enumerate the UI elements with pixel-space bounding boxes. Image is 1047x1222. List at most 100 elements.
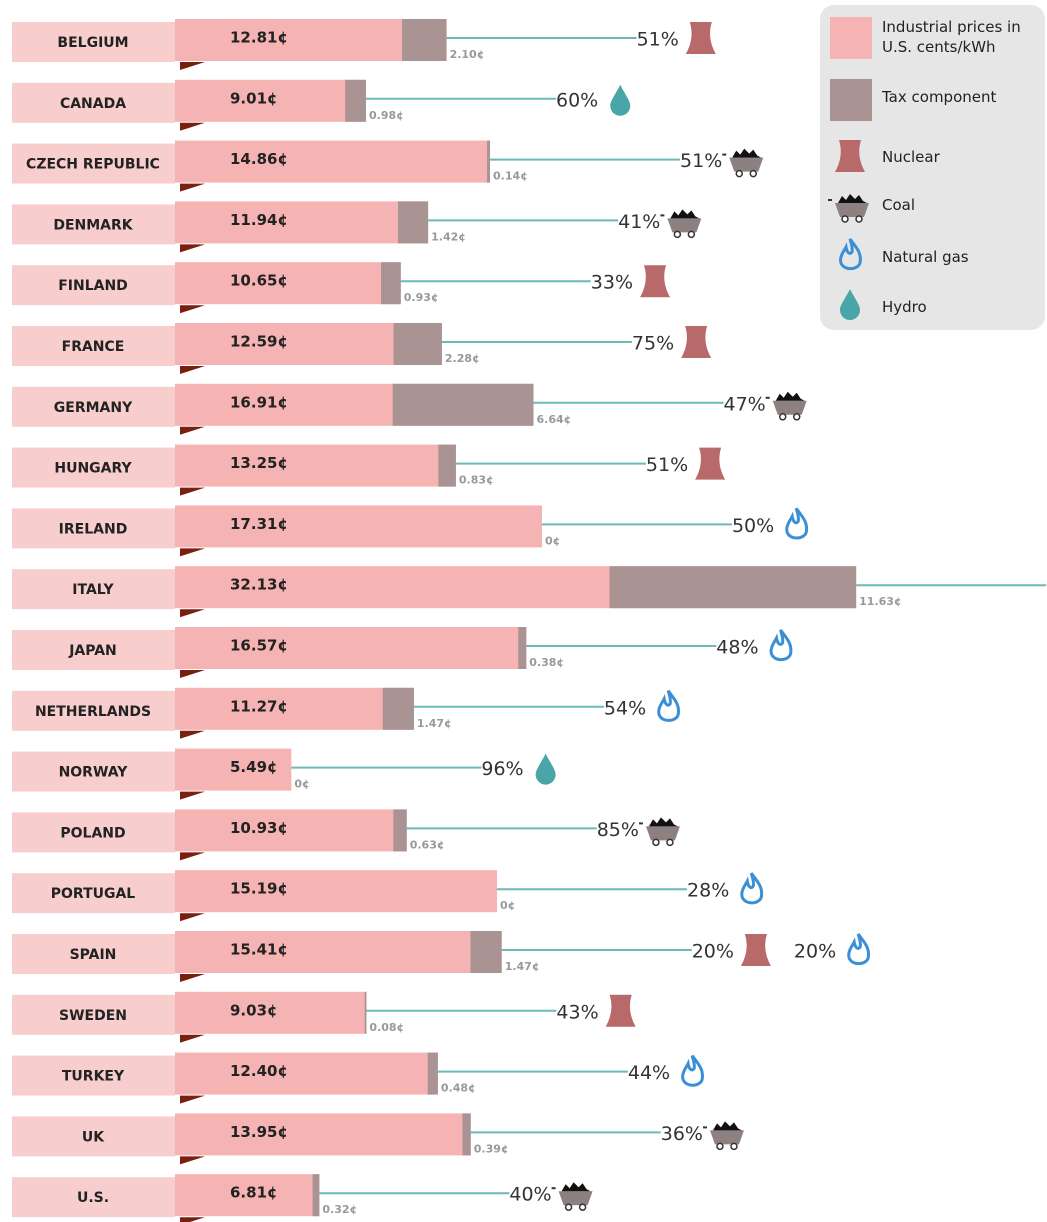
price-label: 12.40¢ — [230, 1062, 288, 1080]
tax-label: 2.10¢ — [450, 48, 485, 61]
category-label: TURKEY — [62, 1069, 125, 1085]
tax-label: 0.83¢ — [459, 474, 494, 487]
category-box — [12, 934, 175, 974]
source-icon — [681, 326, 712, 358]
source-icon — [659, 208, 703, 239]
share-label: 40% — [509, 1184, 551, 1206]
category-box — [12, 508, 175, 549]
category-box — [12, 265, 175, 306]
share-label: 75% — [632, 333, 674, 355]
fold — [180, 366, 205, 374]
legend-label: Natural gas — [882, 248, 969, 266]
legend-icon — [835, 140, 865, 172]
source-icon — [721, 147, 765, 178]
price-label: 12.59¢ — [230, 333, 288, 351]
tax-bar — [393, 809, 407, 852]
fold — [180, 791, 205, 800]
source-icon — [764, 390, 808, 421]
legend-label: Tax component — [882, 88, 997, 106]
category-label: CZECH REPUBLIC — [26, 157, 160, 173]
price-bar — [175, 140, 491, 183]
category-label: UK — [82, 1129, 105, 1145]
fold — [180, 548, 205, 557]
category-label: SPAIN — [70, 947, 117, 963]
share-label: 36% — [661, 1123, 703, 1145]
price-label: 11.94¢ — [230, 211, 288, 229]
price-label: 15.41¢ — [230, 941, 288, 959]
price-bar — [175, 931, 502, 973]
source-icon — [740, 871, 764, 905]
category-label: CANADA — [60, 96, 126, 112]
share-label: 50% — [732, 515, 774, 537]
source-icon — [769, 628, 793, 662]
tax-bar — [392, 383, 534, 426]
price-label: 10.93¢ — [230, 819, 288, 837]
price-label: 12.81¢ — [230, 29, 288, 47]
category-label: PORTUGAL — [51, 886, 136, 902]
fold — [180, 609, 205, 618]
fold — [180, 426, 205, 435]
legend-label: Nuclear — [882, 148, 940, 166]
tax-label: 1.47¢ — [417, 717, 452, 730]
share-label: 51% — [680, 150, 722, 172]
category-label: IRELAND — [59, 521, 128, 537]
tax-bar — [427, 1052, 438, 1095]
category-box — [12, 1055, 175, 1096]
tax-bar — [402, 19, 447, 61]
tax-label: 0.98¢ — [369, 109, 404, 122]
legend-icon — [840, 289, 860, 320]
fold — [180, 1156, 205, 1165]
category-label: NORWAY — [59, 765, 129, 781]
category-box — [12, 386, 175, 427]
price-label: 32.13¢ — [230, 576, 288, 594]
category-label: BELGIUM — [57, 35, 128, 51]
tax-bar — [364, 991, 367, 1034]
tax-bar — [312, 1174, 320, 1217]
price-bar — [175, 505, 542, 548]
fold — [180, 1095, 205, 1104]
category-box — [12, 994, 175, 1035]
fold — [180, 122, 205, 131]
source-icon — [535, 753, 556, 785]
source-icon — [847, 932, 871, 966]
source-icon — [785, 506, 809, 540]
share-label: 60% — [556, 89, 598, 111]
legend-label: Industrial prices in U.S. cents/kWh — [882, 18, 1021, 56]
category-label: FRANCE — [62, 339, 125, 355]
tax-bar — [345, 79, 367, 122]
category-box — [12, 22, 175, 62]
price-label: 11.27¢ — [230, 697, 288, 715]
tax-label: 0.08¢ — [369, 1021, 404, 1034]
share-label: 47% — [723, 393, 765, 415]
category-box — [12, 143, 175, 184]
category-box — [12, 447, 175, 488]
price-bar — [175, 1052, 438, 1095]
fold — [180, 62, 205, 70]
legend-label: Coal — [882, 196, 916, 214]
tax-label: 1.42¢ — [431, 230, 466, 243]
category-box — [12, 873, 175, 914]
category-box — [12, 82, 175, 123]
source-icon — [657, 689, 681, 722]
tax-label: 0.32¢ — [322, 1203, 357, 1216]
legend-icon — [839, 237, 862, 271]
price-label: 15.19¢ — [230, 880, 288, 898]
category-box — [12, 630, 175, 670]
fold — [180, 670, 205, 678]
category-box — [12, 751, 175, 792]
fold — [180, 1217, 205, 1222]
price-label: 14.86¢ — [230, 150, 288, 168]
source-icon — [685, 22, 716, 54]
tax-label: 11.63¢ — [859, 595, 901, 608]
tax-bar — [393, 323, 442, 365]
fold — [180, 487, 205, 496]
price-bar — [175, 809, 407, 852]
category-box — [12, 204, 175, 245]
price-label: 13.95¢ — [230, 1123, 288, 1141]
share-label: 48% — [716, 637, 758, 659]
price-label: 9.03¢ — [230, 1001, 277, 1019]
category-label: HUNGARY — [54, 461, 132, 477]
tax-bar — [382, 687, 414, 730]
